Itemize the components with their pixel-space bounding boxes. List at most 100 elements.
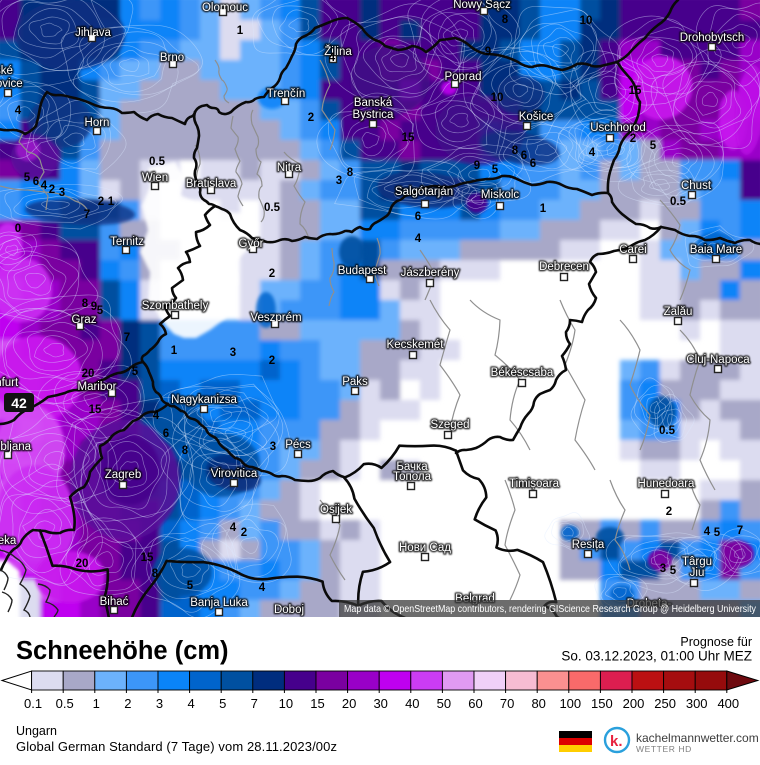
svg-text:7: 7	[124, 332, 130, 344]
svg-text:20: 20	[76, 558, 89, 570]
svg-text:Carei: Carei	[619, 244, 646, 256]
svg-text:15: 15	[310, 696, 324, 711]
svg-text:Wien: Wien	[142, 172, 168, 184]
svg-text:Békéscsaba: Békéscsaba	[491, 367, 554, 379]
svg-text:Wien: Wien	[142, 172, 168, 184]
svg-text:0.5: 0.5	[659, 425, 676, 437]
svg-text:7: 7	[737, 525, 743, 537]
svg-text:5: 5	[670, 565, 677, 577]
svg-text:60: 60	[468, 696, 482, 711]
svg-text:4: 4	[230, 522, 237, 534]
svg-text:150: 150	[591, 696, 613, 711]
svg-text:2: 2	[269, 355, 275, 367]
svg-text:1: 1	[93, 696, 100, 711]
svg-text:Jiu: Jiu	[690, 567, 705, 579]
svg-text:Uschhorod: Uschhorod	[590, 122, 646, 134]
svg-text:6: 6	[530, 158, 536, 170]
svg-text:20: 20	[342, 696, 356, 711]
svg-text:20: 20	[82, 368, 95, 380]
svg-text:0.1: 0.1	[24, 696, 42, 711]
svg-text:2: 2	[666, 506, 672, 518]
svg-text:Pécs: Pécs	[285, 439, 311, 451]
svg-text:9: 9	[91, 301, 97, 313]
svg-text:Nitra: Nitra	[277, 162, 302, 174]
svg-text:Бачка: Бачка	[396, 461, 428, 473]
svg-text:3: 3	[660, 563, 666, 575]
svg-text:Debrecen: Debrecen	[539, 261, 589, 273]
svg-text:Prognose für: Prognose für	[680, 635, 752, 649]
svg-text:4: 4	[15, 105, 22, 117]
svg-text:Global German Standard (7 Tage: Global German Standard (7 Tage) vom 28.1…	[16, 739, 337, 754]
svg-text:Jihlava: Jihlava	[75, 27, 111, 39]
svg-text:Schneehöhe (cm): Schneehöhe (cm)	[16, 637, 229, 665]
svg-text:3: 3	[230, 347, 236, 359]
svg-text:0.5: 0.5	[264, 202, 281, 214]
svg-text:Banja Luka: Banja Luka	[190, 597, 248, 609]
svg-text:Hunedoara: Hunedoara	[638, 478, 696, 490]
svg-text:Chust: Chust	[681, 180, 712, 192]
svg-text:Kecskemét: Kecskemét	[387, 339, 445, 351]
svg-text:Chust: Chust	[681, 180, 712, 192]
svg-text:80: 80	[531, 696, 545, 711]
svg-text:Resița: Resița	[572, 539, 605, 551]
svg-text:Doboj: Doboj	[274, 604, 304, 616]
svg-text:6: 6	[521, 150, 527, 162]
svg-text:6: 6	[415, 211, 421, 223]
svg-text:Paks: Paks	[342, 376, 368, 388]
svg-text:Ljubljana: Ljubljana	[0, 441, 32, 453]
svg-text:Banská: Banská	[354, 97, 393, 109]
svg-text:Târgu: Târgu	[682, 556, 712, 568]
svg-text:Maribor: Maribor	[78, 381, 117, 393]
svg-text:Бачка: Бачка	[396, 461, 428, 473]
svg-text:Zagreb: Zagreb	[105, 469, 141, 481]
svg-text:400: 400	[717, 696, 739, 711]
svg-text:Bratislava: Bratislava	[186, 178, 237, 190]
svg-text:Paks: Paks	[342, 376, 368, 388]
svg-text:70: 70	[500, 696, 514, 711]
svg-text:Нови Сад: Нови Сад	[399, 542, 451, 554]
svg-text:Timișoara: Timișoara	[509, 478, 560, 490]
svg-text:Ungarn: Ungarn	[16, 724, 57, 738]
svg-text:Pécs: Pécs	[285, 439, 311, 451]
svg-text:Jihlava: Jihlava	[75, 27, 111, 39]
svg-text:4: 4	[187, 696, 194, 711]
svg-text:2: 2	[124, 696, 131, 711]
svg-text:40: 40	[405, 696, 419, 711]
svg-text:kachelmannwetter.com: kachelmannwetter.com	[636, 731, 759, 745]
svg-text:0.5: 0.5	[149, 156, 166, 168]
svg-text:Banja Luka: Banja Luka	[190, 597, 248, 609]
svg-text:Olomouc: Olomouc	[202, 2, 248, 14]
svg-text:Klagenfurt: Klagenfurt	[0, 377, 19, 389]
svg-text:ské: ské	[0, 65, 13, 77]
svg-text:Carei: Carei	[619, 244, 646, 256]
svg-text:Horn: Horn	[85, 117, 110, 129]
svg-text:Szeged: Szeged	[430, 419, 469, 431]
svg-text:4: 4	[415, 233, 422, 245]
svg-text:Salgótarján: Salgótarján	[395, 186, 453, 198]
svg-text:Békéscsaba: Békéscsaba	[491, 367, 554, 379]
svg-text:Нови Сад: Нови Сад	[399, 542, 451, 554]
svg-text:8: 8	[512, 145, 519, 157]
svg-text:Veszprém: Veszprém	[250, 312, 301, 324]
svg-text:Hunedoara: Hunedoara	[638, 478, 696, 490]
svg-text:Bystrica: Bystrica	[353, 109, 395, 121]
svg-text:Košice: Košice	[519, 111, 554, 123]
svg-text:10: 10	[580, 15, 593, 27]
svg-text:1: 1	[108, 196, 115, 208]
svg-text:Győr: Győr	[239, 238, 264, 250]
svg-text:Nitra: Nitra	[277, 162, 302, 174]
svg-text:Топола: Топола	[393, 471, 432, 483]
svg-text:15: 15	[402, 132, 415, 144]
svg-text:5: 5	[492, 164, 499, 176]
svg-text:jovice: jovice	[0, 78, 23, 90]
svg-text:5: 5	[714, 527, 721, 539]
svg-text:7: 7	[251, 696, 258, 711]
svg-text:3: 3	[156, 696, 163, 711]
svg-text:ské: ské	[0, 65, 13, 77]
svg-text:k.: k.	[610, 733, 623, 750]
svg-text:1: 1	[171, 345, 178, 357]
svg-text:15: 15	[89, 404, 102, 416]
svg-text:3: 3	[270, 441, 276, 453]
svg-text:Топола: Топола	[393, 471, 432, 483]
svg-text:5: 5	[219, 696, 226, 711]
